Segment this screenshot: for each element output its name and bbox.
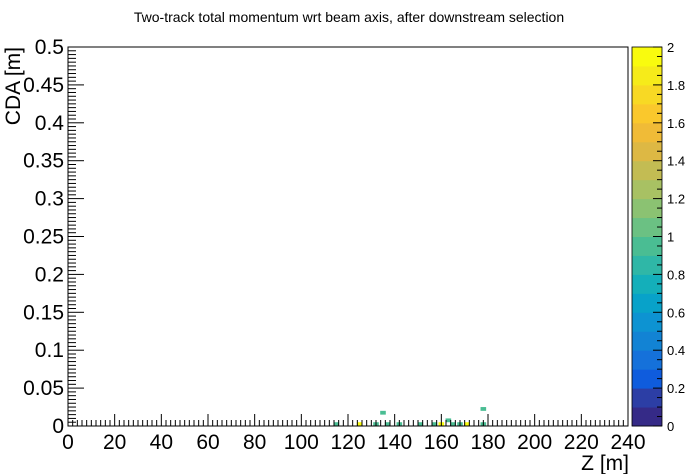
colorbar-band	[632, 369, 662, 389]
colorbar-tick-label: 1.6	[667, 116, 685, 131]
colorbar-band	[632, 236, 662, 256]
colorbar-band	[632, 217, 662, 237]
heatmap-bin-6	[417, 422, 424, 426]
colorbar-tick-label: 0.8	[667, 267, 685, 282]
colorbar-band	[632, 350, 662, 370]
colorbar-band	[632, 198, 662, 219]
heatmap-bin-7	[431, 422, 438, 426]
colorbar-tick-label: 2	[667, 40, 674, 55]
y-tick-label: 0.4	[35, 112, 65, 135]
y-tick-label: 0	[52, 415, 64, 438]
colorbar-band	[632, 312, 662, 332]
colorbar-tick-label: 0.6	[667, 305, 685, 320]
colorbar-band	[632, 84, 662, 105]
x-tick-label: 120	[330, 431, 365, 454]
colorbar-band	[632, 160, 662, 181]
y-tick-label: 0.3	[35, 188, 64, 211]
x-tick-label: 200	[517, 431, 552, 454]
y-tick-label: 0.15	[23, 301, 64, 324]
colorbar-band	[632, 65, 662, 86]
colorbar-band	[632, 179, 662, 200]
x-tick-label: 60	[196, 431, 219, 454]
heatmap-bin-3	[380, 410, 386, 415]
colorbar-band	[632, 331, 662, 351]
x-tick-label: 240	[610, 431, 645, 454]
plot-area: 0 20 40 60 80 100 120 140 160 180 200 220 240 0 0.05 0.…	[23, 36, 645, 454]
x-tick-label: 80	[243, 431, 266, 454]
colorbar-tick-label: 1.2	[667, 192, 685, 207]
colorbar-band	[632, 103, 662, 124]
y-tick-label: 0.5	[35, 36, 64, 59]
y-tick-label: 0.35	[23, 150, 64, 173]
plot-frame	[67, 46, 629, 427]
colorbar-band	[632, 388, 662, 408]
colorbar-band	[632, 141, 662, 162]
colorbar-tick-label: 0.4	[667, 343, 685, 358]
colorbar-band	[632, 293, 662, 313]
x-tick-label: 100	[284, 431, 319, 454]
x-tick-label: 20	[103, 431, 126, 454]
colorbar: 0 0.2 0.4 0.6 0.8 1 1.2 1.4 1.6 1.8 2	[631, 40, 685, 434]
y-tick-label: 0.2	[35, 263, 64, 286]
colorbar-tick-label: 0.2	[667, 381, 685, 396]
colorbar-tick-label: 1.8	[667, 78, 685, 93]
y-tick-label: 0.25	[23, 226, 64, 249]
heatmap-bin-14	[480, 407, 487, 411]
x-tick-label: 0	[62, 431, 74, 454]
y-tick-label: 0.45	[23, 74, 64, 97]
colorbar-tick-label: 1	[667, 230, 674, 245]
heatmap-bin-9	[445, 418, 452, 423]
x-tick-label: 220	[564, 431, 599, 454]
heatmap-bin-4	[384, 422, 391, 426]
y-tick-label: 0.1	[35, 339, 64, 362]
colorbar-tick-label: 1.4	[667, 154, 685, 169]
colorbar-tick-label: 0	[667, 419, 674, 434]
colorbar-band	[632, 122, 662, 143]
chart-title: Two-track total momentum wrt beam axis, …	[134, 9, 564, 25]
heatmap-bin-1	[356, 422, 363, 426]
x-axis-title: Z [m]	[581, 452, 629, 474]
y-axis-title: CDA [m]	[2, 47, 25, 125]
x-tick-label: 160	[424, 431, 459, 454]
colorbar-band	[632, 407, 662, 427]
y-tick-label: 0.05	[23, 377, 64, 400]
colorbar-band	[632, 47, 662, 67]
x-tick-label: 140	[377, 431, 412, 454]
colorbar-band	[632, 274, 662, 294]
x-tick-label: 40	[150, 431, 173, 454]
heatmap-bin-12	[464, 422, 470, 426]
x-tick-label: 180	[470, 431, 505, 454]
heatmap-bin-0	[333, 422, 340, 426]
heatmap-bin-10	[450, 422, 456, 426]
colorbar-band	[632, 255, 662, 275]
